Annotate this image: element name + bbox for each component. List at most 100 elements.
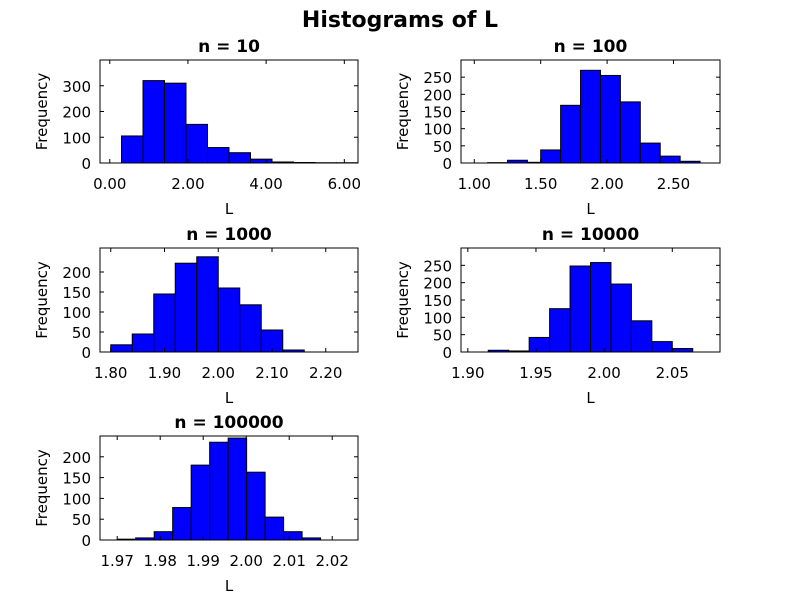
x-tick-label: 1.00	[458, 175, 491, 193]
histogram-bar	[264, 516, 285, 541]
x-axis-label: L	[225, 389, 234, 407]
histogram-bar	[185, 123, 208, 164]
histogram-bar	[590, 262, 612, 353]
histogram-bar	[121, 135, 144, 164]
y-tick-label: 50	[72, 324, 91, 342]
axes-frame	[99, 435, 359, 541]
x-tick-label: 2.00	[202, 364, 235, 382]
x-tick-label: 1.98	[143, 552, 176, 570]
x-tick-label: 1.90	[148, 364, 181, 382]
x-axis-label: L	[586, 200, 595, 218]
histogram-bar	[540, 149, 562, 164]
x-tick-label: 2.00	[587, 364, 620, 382]
x-tick-label: 1.50	[524, 175, 557, 193]
histogram-bar	[196, 256, 219, 353]
histogram-bar	[190, 464, 211, 541]
y-tick-label: 200	[62, 264, 91, 282]
histogram-bar	[250, 158, 273, 164]
histogram-bar	[283, 531, 303, 541]
subplot-title: n = 10000	[542, 225, 639, 245]
histogram-bar	[227, 437, 248, 541]
histogram-bar	[164, 82, 187, 164]
histogram-bar	[580, 69, 601, 164]
histogram-bar	[659, 155, 681, 164]
histogram-bar	[639, 142, 661, 164]
y-tick-label: 150	[62, 470, 91, 488]
y-tick-label: 0	[81, 155, 91, 173]
x-tick-label: 2.50	[657, 175, 690, 193]
x-tick-label: 1.97	[100, 552, 133, 570]
histogram-bar	[560, 104, 582, 164]
subplot-title: n = 100000	[174, 413, 283, 433]
subplot-title: n = 100	[554, 37, 628, 57]
y-tick-label: 150	[62, 284, 91, 302]
y-tick-label: 150	[423, 292, 452, 310]
y-tick-label: 0	[81, 532, 91, 550]
histogram-bar	[209, 441, 229, 541]
y-tick-label: 100	[62, 304, 91, 322]
histogram-bar	[153, 531, 174, 541]
y-tick-label: 50	[433, 327, 452, 345]
histogram-bar	[174, 262, 198, 353]
histogram-bar	[228, 152, 251, 164]
y-tick-label: 50	[433, 138, 452, 156]
histogram-bar	[239, 304, 262, 353]
subplot-title: n = 1000	[186, 225, 272, 245]
y-axis-label: Frequency	[33, 73, 51, 151]
axes-frame	[99, 247, 359, 353]
histogram-bar	[528, 336, 551, 353]
y-tick-label: 300	[62, 78, 91, 96]
x-tick-label: 6.00	[328, 175, 361, 193]
x-axis-label: L	[225, 200, 234, 218]
histogram-bar	[217, 287, 241, 353]
x-tick-label: 2.20	[309, 364, 342, 382]
y-tick-label: 200	[423, 86, 452, 104]
y-axis-label: Frequency	[33, 261, 51, 339]
x-tick-label: 2.00	[229, 552, 262, 570]
histogram-bar	[131, 333, 155, 353]
y-tick-label: 0	[442, 344, 452, 362]
y-tick-label: 100	[62, 129, 91, 147]
x-tick-label: 2.00	[590, 175, 623, 193]
histogram-bar	[610, 283, 632, 353]
x-tick-label: 4.00	[249, 175, 282, 193]
histogram-bar	[246, 471, 266, 541]
x-tick-label: 2.05	[656, 364, 689, 382]
y-tick-label: 0	[442, 155, 452, 173]
x-tick-label: 2.01	[272, 552, 305, 570]
y-tick-label: 100	[423, 309, 452, 327]
y-tick-label: 250	[423, 257, 452, 275]
y-tick-label: 200	[423, 275, 452, 293]
x-tick-label: 2.02	[315, 552, 348, 570]
x-tick-label: 1.90	[451, 364, 484, 382]
y-axis-label: Frequency	[394, 73, 412, 151]
y-tick-label: 50	[72, 511, 91, 529]
x-axis-label: L	[225, 577, 234, 595]
histogram-bar	[651, 341, 673, 353]
histogram-bar	[619, 101, 641, 164]
x-tick-label: 1.95	[519, 364, 552, 382]
histogram-bar	[172, 507, 192, 541]
x-tick-label: 2.00	[171, 175, 204, 193]
histogram-bar	[153, 293, 176, 353]
y-tick-label: 200	[62, 104, 91, 122]
histogram-bar	[599, 74, 621, 164]
x-tick-label: 1.99	[186, 552, 219, 570]
subplot-title: n = 10	[198, 37, 260, 57]
histogram-bar	[207, 147, 230, 164]
histogram-bar	[671, 348, 694, 353]
x-tick-label: 0.00	[93, 175, 126, 193]
x-tick-label: 2.10	[255, 364, 288, 382]
y-tick-label: 250	[423, 69, 452, 87]
histogram-bar	[142, 80, 165, 164]
y-tick-label: 0	[81, 344, 91, 362]
y-axis-label: Frequency	[394, 261, 412, 339]
x-tick-label: 1.80	[94, 364, 127, 382]
y-tick-label: 100	[62, 490, 91, 508]
histogram-bar	[110, 344, 133, 353]
y-tick-label: 200	[62, 449, 91, 467]
y-tick-label: 100	[423, 121, 452, 139]
histogram-bar	[549, 308, 571, 353]
x-axis-label: L	[586, 389, 595, 407]
